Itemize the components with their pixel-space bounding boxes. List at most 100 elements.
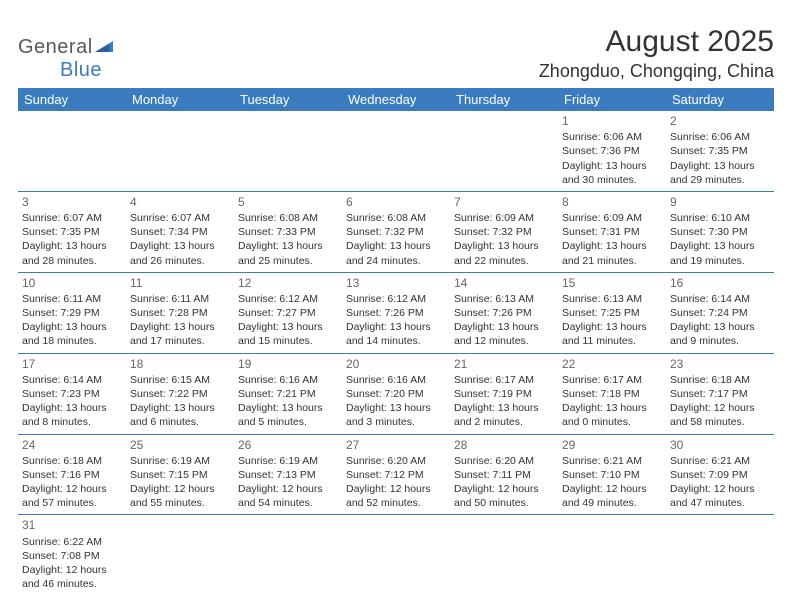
day-sunrise-text: Sunrise: 6:19 AM bbox=[130, 454, 230, 468]
calendar-day-cell: 7Sunrise: 6:09 AMSunset: 7:32 PMDaylight… bbox=[450, 191, 558, 272]
calendar-week-row: 17Sunrise: 6:14 AMSunset: 7:23 PMDayligh… bbox=[18, 353, 774, 434]
day-number: 2 bbox=[670, 113, 770, 129]
day-sunset-text: Sunset: 7:32 PM bbox=[346, 225, 446, 239]
day-number: 24 bbox=[22, 437, 122, 453]
calendar-header-row: SundayMondayTuesdayWednesdayThursdayFrid… bbox=[18, 88, 774, 111]
calendar-table: SundayMondayTuesdayWednesdayThursdayFrid… bbox=[18, 88, 774, 595]
day-day2-text: and 58 minutes. bbox=[670, 415, 770, 429]
calendar-empty-cell bbox=[342, 111, 450, 191]
day-header: Thursday bbox=[450, 88, 558, 111]
day-day1-text: Daylight: 13 hours bbox=[562, 159, 662, 173]
day-sunset-text: Sunset: 7:27 PM bbox=[238, 306, 338, 320]
day-day1-text: Daylight: 12 hours bbox=[670, 482, 770, 496]
day-sunset-text: Sunset: 7:28 PM bbox=[130, 306, 230, 320]
calendar-day-cell: 16Sunrise: 6:14 AMSunset: 7:24 PMDayligh… bbox=[666, 272, 774, 353]
day-day1-text: Daylight: 12 hours bbox=[562, 482, 662, 496]
day-number: 18 bbox=[130, 356, 230, 372]
day-sunrise-text: Sunrise: 6:20 AM bbox=[454, 454, 554, 468]
day-day2-text: and 22 minutes. bbox=[454, 254, 554, 268]
day-sunset-text: Sunset: 7:18 PM bbox=[562, 387, 662, 401]
month-title: August 2025 bbox=[539, 25, 774, 59]
title-block: August 2025 Zhongduo, Chongqing, China bbox=[539, 25, 774, 82]
day-sunset-text: Sunset: 7:20 PM bbox=[346, 387, 446, 401]
calendar-day-cell: 27Sunrise: 6:20 AMSunset: 7:12 PMDayligh… bbox=[342, 434, 450, 515]
day-sunrise-text: Sunrise: 6:08 AM bbox=[238, 211, 338, 225]
day-sunset-text: Sunset: 7:33 PM bbox=[238, 225, 338, 239]
day-number: 28 bbox=[454, 437, 554, 453]
day-day1-text: Daylight: 13 hours bbox=[670, 320, 770, 334]
day-sunset-text: Sunset: 7:12 PM bbox=[346, 468, 446, 482]
calendar-day-cell: 6Sunrise: 6:08 AMSunset: 7:32 PMDaylight… bbox=[342, 191, 450, 272]
calendar-body: 1Sunrise: 6:06 AMSunset: 7:36 PMDaylight… bbox=[18, 111, 774, 595]
calendar-empty-cell bbox=[558, 515, 666, 595]
calendar-day-cell: 28Sunrise: 6:20 AMSunset: 7:11 PMDayligh… bbox=[450, 434, 558, 515]
calendar-day-cell: 21Sunrise: 6:17 AMSunset: 7:19 PMDayligh… bbox=[450, 353, 558, 434]
day-number: 27 bbox=[346, 437, 446, 453]
calendar-day-cell: 25Sunrise: 6:19 AMSunset: 7:15 PMDayligh… bbox=[126, 434, 234, 515]
day-sunrise-text: Sunrise: 6:18 AM bbox=[670, 373, 770, 387]
day-day1-text: Daylight: 13 hours bbox=[22, 401, 122, 415]
day-sunset-text: Sunset: 7:32 PM bbox=[454, 225, 554, 239]
day-number: 15 bbox=[562, 275, 662, 291]
day-sunset-text: Sunset: 7:26 PM bbox=[454, 306, 554, 320]
calendar-week-row: 1Sunrise: 6:06 AMSunset: 7:36 PMDaylight… bbox=[18, 111, 774, 191]
day-number: 8 bbox=[562, 194, 662, 210]
calendar-week-row: 24Sunrise: 6:18 AMSunset: 7:16 PMDayligh… bbox=[18, 434, 774, 515]
day-day1-text: Daylight: 12 hours bbox=[238, 482, 338, 496]
day-day1-text: Daylight: 12 hours bbox=[22, 482, 122, 496]
day-day2-text: and 0 minutes. bbox=[562, 415, 662, 429]
day-sunset-text: Sunset: 7:09 PM bbox=[670, 468, 770, 482]
calendar-day-cell: 11Sunrise: 6:11 AMSunset: 7:28 PMDayligh… bbox=[126, 272, 234, 353]
day-sunset-text: Sunset: 7:19 PM bbox=[454, 387, 554, 401]
day-day1-text: Daylight: 13 hours bbox=[238, 239, 338, 253]
day-sunrise-text: Sunrise: 6:06 AM bbox=[670, 130, 770, 144]
day-day2-text: and 46 minutes. bbox=[22, 577, 122, 591]
day-number: 29 bbox=[562, 437, 662, 453]
day-day2-text: and 17 minutes. bbox=[130, 334, 230, 348]
day-number: 20 bbox=[346, 356, 446, 372]
calendar-day-cell: 23Sunrise: 6:18 AMSunset: 7:17 PMDayligh… bbox=[666, 353, 774, 434]
day-sunset-text: Sunset: 7:23 PM bbox=[22, 387, 122, 401]
day-sunrise-text: Sunrise: 6:07 AM bbox=[22, 211, 122, 225]
calendar-day-cell: 13Sunrise: 6:12 AMSunset: 7:26 PMDayligh… bbox=[342, 272, 450, 353]
day-sunrise-text: Sunrise: 6:08 AM bbox=[346, 211, 446, 225]
day-day1-text: Daylight: 13 hours bbox=[22, 239, 122, 253]
day-header: Saturday bbox=[666, 88, 774, 111]
day-day2-text: and 24 minutes. bbox=[346, 254, 446, 268]
day-sunset-text: Sunset: 7:36 PM bbox=[562, 144, 662, 158]
day-sunset-text: Sunset: 7:10 PM bbox=[562, 468, 662, 482]
day-header: Wednesday bbox=[342, 88, 450, 111]
day-sunset-text: Sunset: 7:17 PM bbox=[670, 387, 770, 401]
day-day2-text: and 18 minutes. bbox=[22, 334, 122, 348]
day-day2-text: and 54 minutes. bbox=[238, 496, 338, 510]
day-sunset-text: Sunset: 7:11 PM bbox=[454, 468, 554, 482]
calendar-empty-cell bbox=[126, 515, 234, 595]
day-sunset-text: Sunset: 7:29 PM bbox=[22, 306, 122, 320]
calendar-day-cell: 20Sunrise: 6:16 AMSunset: 7:20 PMDayligh… bbox=[342, 353, 450, 434]
day-sunrise-text: Sunrise: 6:11 AM bbox=[130, 292, 230, 306]
day-number: 13 bbox=[346, 275, 446, 291]
page-header: General Blue August 2025 Zhongduo, Chong… bbox=[18, 22, 774, 82]
day-number: 25 bbox=[130, 437, 230, 453]
day-day2-text: and 52 minutes. bbox=[346, 496, 446, 510]
day-sunset-text: Sunset: 7:08 PM bbox=[22, 549, 122, 563]
day-sunset-text: Sunset: 7:16 PM bbox=[22, 468, 122, 482]
day-day2-text: and 47 minutes. bbox=[670, 496, 770, 510]
day-number: 9 bbox=[670, 194, 770, 210]
day-day1-text: Daylight: 12 hours bbox=[454, 482, 554, 496]
day-day1-text: Daylight: 12 hours bbox=[22, 563, 122, 577]
day-number: 5 bbox=[238, 194, 338, 210]
calendar-day-cell: 17Sunrise: 6:14 AMSunset: 7:23 PMDayligh… bbox=[18, 353, 126, 434]
day-sunrise-text: Sunrise: 6:16 AM bbox=[346, 373, 446, 387]
calendar-empty-cell bbox=[666, 515, 774, 595]
day-sunrise-text: Sunrise: 6:10 AM bbox=[670, 211, 770, 225]
day-sunrise-text: Sunrise: 6:09 AM bbox=[562, 211, 662, 225]
day-sunrise-text: Sunrise: 6:11 AM bbox=[22, 292, 122, 306]
day-header: Monday bbox=[126, 88, 234, 111]
calendar-empty-cell bbox=[18, 111, 126, 191]
calendar-week-row: 3Sunrise: 6:07 AMSunset: 7:35 PMDaylight… bbox=[18, 191, 774, 272]
day-day2-text: and 3 minutes. bbox=[346, 415, 446, 429]
day-sunrise-text: Sunrise: 6:06 AM bbox=[562, 130, 662, 144]
day-day1-text: Daylight: 13 hours bbox=[346, 320, 446, 334]
day-day1-text: Daylight: 13 hours bbox=[130, 320, 230, 334]
